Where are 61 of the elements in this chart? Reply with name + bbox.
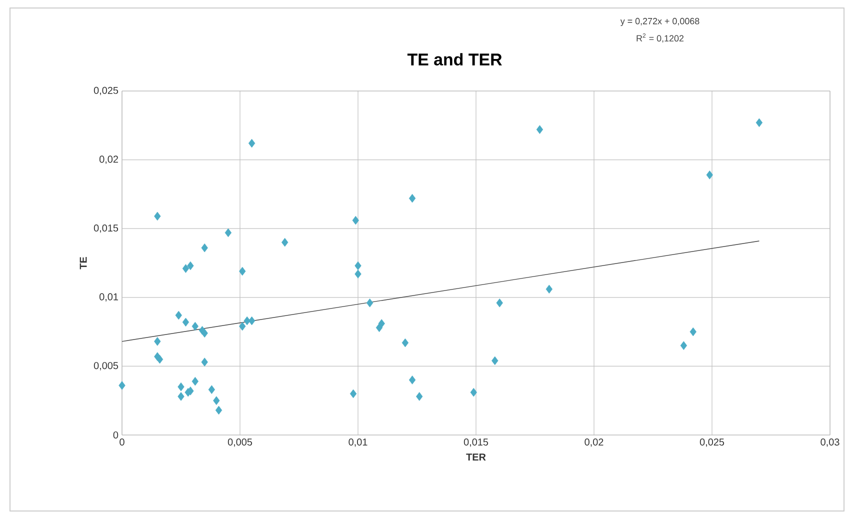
point [416,392,423,401]
point [182,318,190,327]
point [178,382,184,392]
point [192,322,198,331]
point [690,327,696,336]
point [536,125,544,134]
x-tick-label: 0 [120,438,124,446]
point [239,322,246,331]
point [756,118,763,128]
y-tick-label: 0,015 [94,224,118,233]
point [248,138,256,148]
point [154,337,161,346]
point [192,376,198,386]
x-tick-label: 0,005 [228,438,252,447]
point [248,316,256,326]
x-tick-label: 0,015 [464,438,488,447]
point [352,216,359,225]
point [680,341,688,350]
x-tick-label: 0,025 [700,438,724,447]
text: R$^{2}$ = 0,1202 [636,33,684,43]
point [215,406,222,415]
y-tick-label: 0,02 [99,156,118,164]
y-tick-label: 0 [113,431,118,439]
y-axis-title: TE [80,257,87,270]
point [408,194,416,203]
chart-title: TE and TER [407,53,502,66]
x-tick-label: 0,03 [820,438,840,447]
y-tick-label: 0,01 [99,293,118,302]
point [408,376,416,384]
point [492,356,498,366]
point [496,298,503,308]
point [402,338,409,348]
text: y = 0,272x + 0,0068 [620,18,700,26]
point [178,392,184,401]
point [706,170,713,180]
y-tick-label: 0,005 [94,362,118,370]
point [224,228,232,238]
point [470,388,477,397]
point [354,270,362,278]
y-tick-label: 0,025 [94,86,118,96]
point [546,284,552,294]
point [354,261,362,270]
point [118,381,126,390]
point [201,243,208,252]
point [201,328,208,338]
x-tick-label: 0,02 [584,438,604,447]
point [156,354,164,364]
point [282,238,288,247]
point [154,212,161,221]
point [208,385,216,394]
point [182,264,190,273]
point [187,261,194,270]
point [213,396,220,405]
point [175,310,182,320]
point [239,266,246,276]
point [350,389,357,398]
point [201,358,208,366]
x-tick-label: 0,01 [348,438,368,447]
x-axis-title: TER [466,454,486,460]
point [378,319,385,328]
point [366,298,374,308]
